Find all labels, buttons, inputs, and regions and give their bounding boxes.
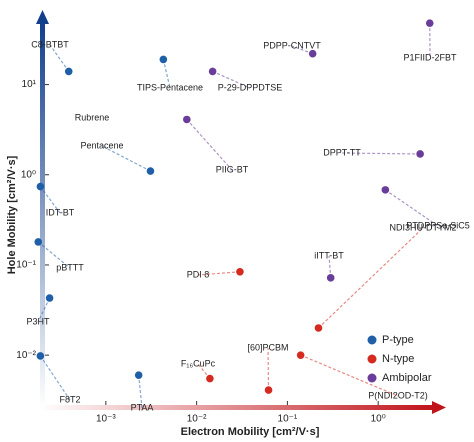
point-label: P-29-DPPDTSE — [218, 82, 283, 92]
legend-label: P-type — [382, 334, 414, 346]
pointer-arrow — [197, 363, 211, 379]
y-tick-label: 10⁰ — [21, 169, 36, 180]
y-axis-title: Hole Mobility [cm²/V·s] — [6, 155, 18, 274]
x-axis — [40, 405, 434, 410]
legend-label: N-type — [382, 353, 414, 365]
pointer-arrow — [291, 45, 313, 55]
y-axis — [40, 22, 45, 408]
x-axis-arrow — [432, 401, 446, 414]
data-point — [183, 115, 191, 124]
pointer-arrow — [138, 375, 143, 409]
y-tick-label: 10⁻¹ — [16, 260, 36, 271]
pointer-arrow — [341, 152, 421, 155]
y-tick-label: 10⁻² — [16, 350, 36, 361]
data-point — [146, 167, 155, 175]
legend-marker — [367, 335, 377, 345]
point-label: DPPT-TT — [323, 147, 361, 157]
data-point — [208, 67, 217, 76]
pointer-arrow — [37, 241, 71, 269]
data-point — [159, 55, 168, 64]
y-axis-arrow — [36, 10, 49, 24]
legend-label: Ambipolar — [382, 372, 432, 384]
point-label: PIIG-BT — [216, 164, 249, 174]
data-point — [36, 352, 45, 360]
point-label: PDI 8 — [187, 269, 210, 279]
data-point — [416, 150, 424, 158]
pointer-arrow — [328, 255, 332, 278]
pointer-arrow — [39, 355, 71, 401]
legend-marker — [367, 373, 377, 383]
data-point — [206, 374, 214, 383]
pointer-arrow — [101, 145, 151, 172]
pointer-arrow — [49, 44, 70, 72]
point-label: TIPS-Pentacene — [137, 82, 203, 92]
point-label: P(NDI2OD-T2) — [368, 390, 428, 400]
point-label: NDI3HU-DTYM2 — [389, 222, 456, 232]
data-point — [45, 294, 54, 302]
point-label: F8T2 — [59, 394, 80, 404]
pointer-arrow — [39, 186, 61, 214]
x-tick-label: 10⁻² — [187, 414, 207, 425]
y-tick-label: 10¹ — [22, 79, 37, 90]
point-label: PTAA — [131, 402, 154, 412]
pointer-arrow — [385, 189, 439, 227]
data-point — [381, 186, 390, 194]
data-point — [264, 386, 273, 394]
point-label: P3HT — [26, 316, 50, 326]
point-label: PTDPPSe-SiC5 — [406, 220, 470, 230]
x-tick-label: 10⁰ — [371, 414, 386, 425]
point-label: IDT-BT — [46, 207, 75, 217]
data-point — [296, 351, 305, 359]
x-tick-label: 10⁻³ — [96, 414, 116, 425]
data-point — [314, 324, 323, 332]
point-label: F₁₆CuPc — [181, 358, 216, 368]
annotation: Rubrene — [75, 112, 110, 122]
pointer-arrow — [267, 347, 270, 391]
point-label: PDPP-CNTVT — [263, 40, 321, 50]
point-label: P1FIID-2FBT — [403, 52, 457, 62]
data-point — [326, 274, 335, 282]
pointer-arrow — [212, 70, 251, 89]
pointer-arrow — [197, 271, 240, 276]
pointer-arrow — [37, 297, 51, 323]
pointer-arrow — [186, 119, 233, 171]
data-point — [64, 67, 73, 76]
legend-marker — [367, 354, 377, 364]
data-point — [36, 182, 45, 191]
data-point — [308, 49, 317, 58]
data-point — [34, 238, 43, 246]
data-point — [134, 371, 143, 379]
data-point — [236, 267, 244, 276]
x-axis-title: Electron Mobility [cm²/V·s] — [181, 426, 320, 438]
point-label: pBTTT — [56, 262, 84, 272]
pointer-arrow — [300, 354, 399, 397]
point-label: C8-BTBT — [31, 39, 69, 49]
data-point — [425, 19, 434, 27]
point-label: iITT-BT — [314, 250, 344, 260]
point-label: Pentacene — [80, 140, 123, 150]
point-label: [60]PCBM — [247, 342, 288, 352]
pointer-arrow — [318, 227, 424, 329]
x-tick-label: 10⁻¹ — [278, 414, 298, 425]
